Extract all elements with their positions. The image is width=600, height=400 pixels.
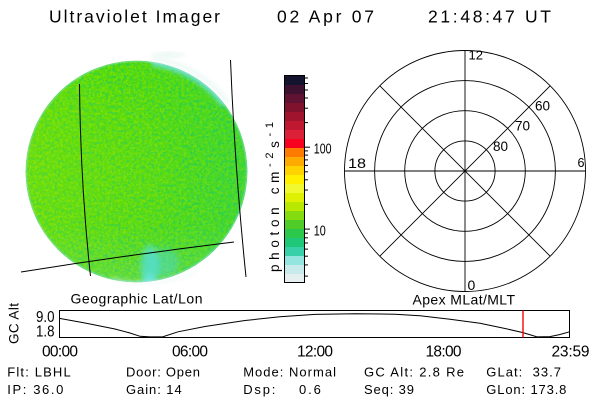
svg-text:Door: Open: Door: Open <box>126 364 200 379</box>
svg-text:6: 6 <box>578 156 585 170</box>
svg-text:Seq: 39: Seq: 39 <box>364 382 414 397</box>
svg-text:23:59: 23:59 <box>552 344 590 361</box>
svg-text:Flt: LBHL: Flt: LBHL <box>7 364 70 379</box>
svg-text:Mode: Normal: Mode: Normal <box>243 364 336 379</box>
svg-text:80: 80 <box>493 139 508 154</box>
svg-text:GC Alt: 2.8 Re: GC Alt: 2.8 Re <box>364 364 464 379</box>
svg-text:02 Apr 07: 02 Apr 07 <box>277 7 374 27</box>
svg-text:12:00: 12:00 <box>297 344 333 361</box>
svg-text:00:00: 00:00 <box>42 344 78 361</box>
svg-text:IP: 36.0: IP: 36.0 <box>7 382 63 397</box>
svg-text:18:00: 18:00 <box>426 344 462 361</box>
svg-text:Dsp: 0.6: Dsp: 0.6 <box>243 382 321 397</box>
svg-text:1.8: 1.8 <box>36 324 55 341</box>
svg-text:Gain: 14: Gain: 14 <box>126 382 182 397</box>
svg-text:GC Alt: GC Alt <box>7 303 22 344</box>
svg-text:9.0: 9.0 <box>36 309 55 326</box>
svg-text:70: 70 <box>515 119 530 134</box>
svg-text:GLon: 173.8: GLon: 173.8 <box>486 382 566 397</box>
svg-text:Geographic Lat/Lon: Geographic Lat/Lon <box>71 291 203 307</box>
svg-text:Apex MLat/MLT: Apex MLat/MLT <box>413 292 516 308</box>
svg-text:0: 0 <box>468 277 476 293</box>
svg-text:06:00: 06:00 <box>172 344 208 361</box>
svg-text:Ultraviolet Imager: Ultraviolet Imager <box>49 7 220 27</box>
svg-text:18: 18 <box>348 156 366 171</box>
svg-text:12: 12 <box>469 48 483 63</box>
svg-text:100: 100 <box>314 142 332 158</box>
svg-text:photon cm-2s-1: photon cm-2s-1 <box>264 122 282 272</box>
svg-text:10: 10 <box>314 224 326 240</box>
svg-text:60: 60 <box>535 99 550 114</box>
svg-text:21:48:47 UT: 21:48:47 UT <box>428 7 551 27</box>
svg-text:GLat: 33.7: GLat: 33.7 <box>486 364 561 379</box>
